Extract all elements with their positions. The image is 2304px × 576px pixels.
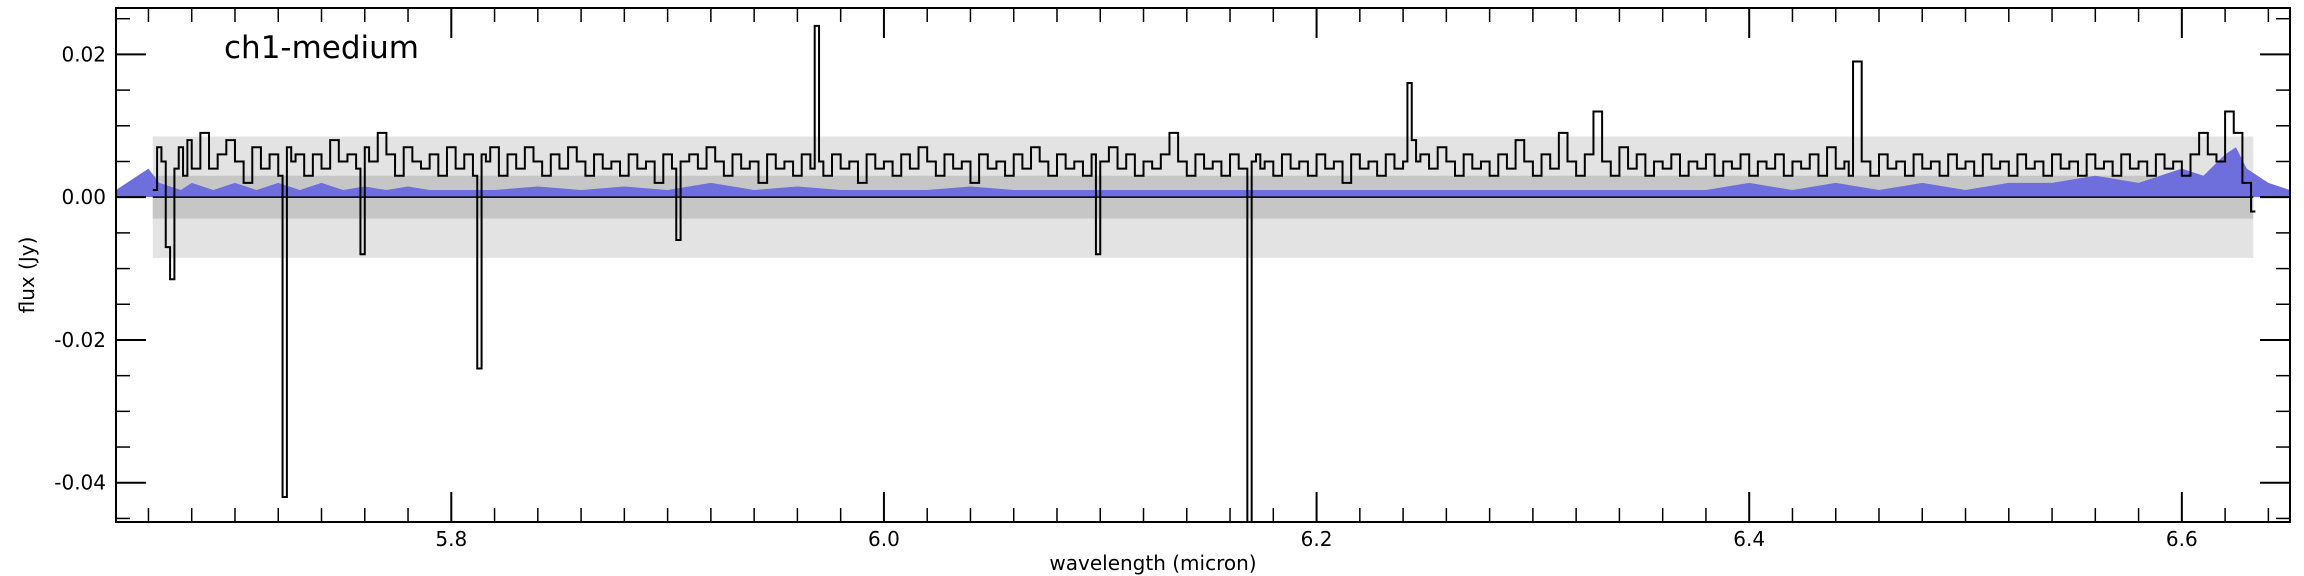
x-axis-label: wavelength (micron) xyxy=(1049,551,1256,575)
plot-frame xyxy=(115,7,2291,523)
y-tick-label: -0.04 xyxy=(54,471,106,495)
x-tick-label: 5.8 xyxy=(435,527,467,551)
y-axis-label: flux (Jy) xyxy=(15,237,39,314)
x-tick-label: 6.2 xyxy=(1301,527,1333,551)
x-tick-label: 6.0 xyxy=(868,527,900,551)
flux-line-layer xyxy=(152,24,2256,523)
ticks-layer: 5.8 6.0 6.2 6.4 6.6 0.02 0.00 -0.02 -0.04 xyxy=(54,8,2290,551)
model-area-layer xyxy=(116,147,2290,198)
panel-title: ch1-medium xyxy=(224,30,419,66)
y-tick-label: -0.02 xyxy=(54,328,106,352)
model-area xyxy=(116,147,2290,198)
x-tick-label: 6.4 xyxy=(1733,527,1765,551)
y-tick-label: 0.02 xyxy=(61,42,106,66)
y-tick-label: 0.00 xyxy=(61,185,106,209)
flux-line xyxy=(152,24,2256,523)
x-tick-label: 6.6 xyxy=(2166,527,2198,551)
